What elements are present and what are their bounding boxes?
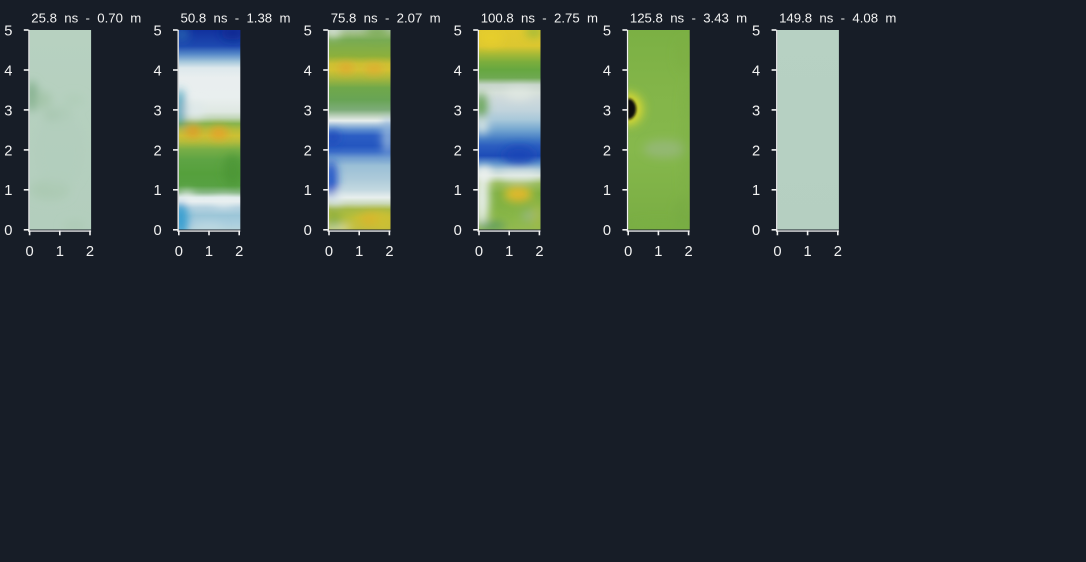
svg-text:5: 5 bbox=[603, 23, 611, 39]
svg-text:2: 2 bbox=[454, 143, 462, 159]
svg-text:149.8 ns - 4.08 m: 149.8 ns - 4.08 m bbox=[779, 11, 896, 26]
svg-text:4: 4 bbox=[4, 63, 12, 79]
svg-text:4: 4 bbox=[304, 63, 312, 79]
svg-text:0: 0 bbox=[475, 244, 483, 260]
svg-text:1: 1 bbox=[454, 183, 462, 199]
svg-text:3: 3 bbox=[752, 103, 760, 119]
svg-text:2: 2 bbox=[385, 244, 393, 260]
svg-text:0: 0 bbox=[454, 223, 462, 239]
svg-text:3: 3 bbox=[304, 103, 312, 119]
svg-text:5: 5 bbox=[454, 23, 462, 39]
svg-text:2: 2 bbox=[752, 143, 760, 159]
svg-text:0: 0 bbox=[26, 244, 34, 260]
svg-text:25.8 ns - 0.70 m: 25.8 ns - 0.70 m bbox=[31, 11, 141, 26]
svg-text:1: 1 bbox=[654, 244, 662, 260]
svg-text:5: 5 bbox=[4, 23, 12, 39]
svg-text:2: 2 bbox=[685, 244, 693, 260]
svg-text:2: 2 bbox=[304, 143, 312, 159]
svg-text:3: 3 bbox=[153, 103, 161, 119]
svg-text:0: 0 bbox=[624, 244, 632, 260]
svg-text:100.8 ns - 2.75 m: 100.8 ns - 2.75 m bbox=[481, 11, 598, 26]
svg-text:2: 2 bbox=[603, 143, 611, 159]
svg-text:0: 0 bbox=[175, 244, 183, 260]
svg-text:5: 5 bbox=[153, 23, 161, 39]
svg-text:0: 0 bbox=[603, 223, 611, 239]
svg-text:1: 1 bbox=[752, 183, 760, 199]
svg-text:4: 4 bbox=[603, 63, 611, 79]
svg-text:1: 1 bbox=[804, 244, 812, 260]
svg-text:1: 1 bbox=[304, 183, 312, 199]
svg-text:75.8 ns - 2.07 m: 75.8 ns - 2.07 m bbox=[331, 11, 441, 26]
svg-text:2: 2 bbox=[834, 244, 842, 260]
svg-text:1: 1 bbox=[153, 183, 161, 199]
svg-text:2: 2 bbox=[235, 244, 243, 260]
svg-text:4: 4 bbox=[454, 63, 462, 79]
svg-text:3: 3 bbox=[4, 103, 12, 119]
svg-text:5: 5 bbox=[752, 23, 760, 39]
svg-text:0: 0 bbox=[773, 244, 781, 260]
svg-text:1: 1 bbox=[355, 244, 363, 260]
svg-text:3: 3 bbox=[454, 103, 462, 119]
svg-text:4: 4 bbox=[153, 63, 161, 79]
svg-text:1: 1 bbox=[205, 244, 213, 260]
svg-text:3: 3 bbox=[603, 103, 611, 119]
svg-text:1: 1 bbox=[4, 183, 12, 199]
svg-text:0: 0 bbox=[304, 223, 312, 239]
svg-text:0: 0 bbox=[153, 223, 161, 239]
svg-text:1: 1 bbox=[505, 244, 513, 260]
svg-text:2: 2 bbox=[535, 244, 543, 260]
svg-text:0: 0 bbox=[4, 223, 12, 239]
svg-text:125.8 ns - 3.43 m: 125.8 ns - 3.43 m bbox=[630, 11, 747, 26]
svg-text:1: 1 bbox=[603, 183, 611, 199]
svg-text:1: 1 bbox=[56, 244, 64, 260]
svg-text:2: 2 bbox=[153, 143, 161, 159]
svg-text:2: 2 bbox=[4, 143, 12, 159]
svg-text:4: 4 bbox=[752, 63, 760, 79]
svg-text:0: 0 bbox=[325, 244, 333, 260]
svg-text:5: 5 bbox=[304, 23, 312, 39]
svg-text:2: 2 bbox=[86, 244, 94, 260]
svg-text:0: 0 bbox=[752, 223, 760, 239]
svg-text:50.8 ns - 1.38 m: 50.8 ns - 1.38 m bbox=[181, 11, 291, 26]
